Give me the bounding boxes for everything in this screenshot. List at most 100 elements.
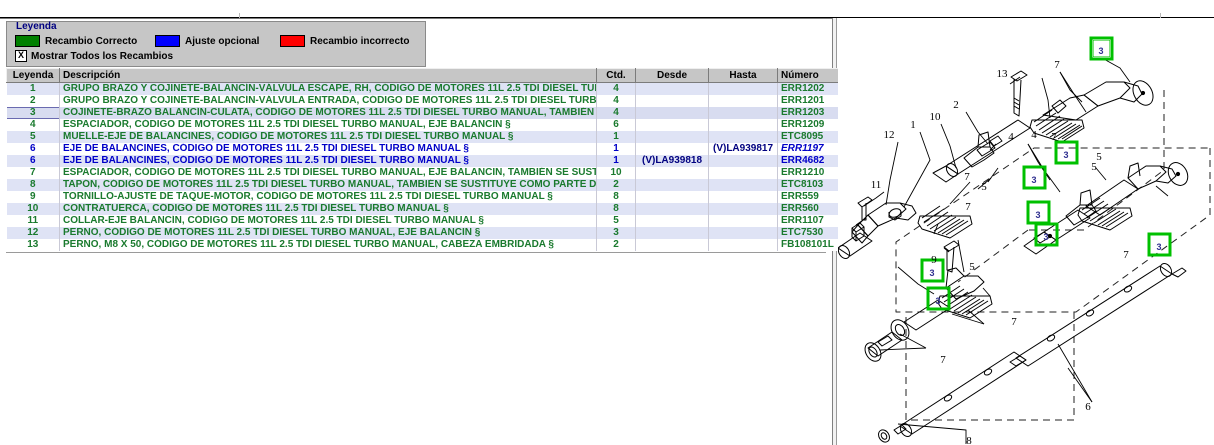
callout-7[interactable]: 7 [1051, 131, 1057, 143]
callout-7[interactable]: 7 [940, 354, 946, 366]
show-all-parts-checkbox[interactable]: X Mostrar Todos los Recambios [15, 50, 173, 62]
cell-hasta: (V)LA939817 [708, 143, 778, 155]
checkbox-mark-icon[interactable]: X [15, 50, 27, 62]
cell-legend-index: 8 [6, 179, 60, 191]
callout-7[interactable]: 7 [964, 171, 970, 183]
callout-9[interactable]: 9 [931, 254, 937, 266]
rocker-shaft-middle [932, 119, 1031, 183]
cell-quantity: 1 [596, 155, 636, 167]
table-row[interactable]: 10 CONTRATUERCA, CÓDIGO DE MOTORES 11L 2.… [6, 203, 869, 215]
cell-quantity: 2 [596, 239, 636, 251]
cell-hasta [708, 179, 778, 191]
callout-2[interactable]: 2 [953, 99, 959, 111]
cell-description: ESPACIADOR, CÓDIGO DE MOTORES 11L 2.5 TD… [59, 119, 597, 131]
col-header-descripcion[interactable]: Descripción [59, 68, 597, 83]
callout-3[interactable]: 3 [929, 268, 934, 278]
callout-1[interactable]: 1 [910, 119, 916, 131]
callout-3[interactable]: 3 [1031, 175, 1036, 185]
cell-hasta [708, 203, 778, 215]
callout-7[interactable]: 7 [1011, 316, 1017, 328]
cell-legend-index: 5 [6, 131, 60, 143]
grid-bottom-rule [6, 252, 826, 253]
cell-desde: (V)LA939818 [635, 155, 709, 167]
parts-grid[interactable]: Leyenda Descripción Ctd. Desde Hasta Núm… [6, 68, 869, 251]
cell-desde [635, 227, 709, 239]
cell-desde [635, 191, 709, 203]
cell-hasta [708, 119, 778, 131]
callout-3[interactable]: 3 [1043, 232, 1048, 242]
cell-quantity: 8 [596, 191, 636, 203]
callout-5[interactable]: 5 [1096, 151, 1102, 163]
callout-8[interactable]: 8 [966, 435, 972, 444]
cell-legend-index: 4 [6, 119, 60, 131]
table-row[interactable]: 9 TORNILLO-AJUSTE DE TAQUE-MOTOR, CÓDIGO … [6, 191, 869, 203]
cell-quantity: 8 [596, 203, 636, 215]
table-row[interactable]: 6 EJE DE BALANCINES, CÓDIGO DE MOTORES 11… [6, 155, 869, 167]
show-all-parts-label: Mostrar Todos los Recambios [31, 50, 174, 62]
table-row[interactable]: 2 GRUPO BRAZO Y COJINETE-BALANCÍN-VÁLVULA… [6, 95, 869, 107]
callout-3[interactable]: 3 [1156, 242, 1161, 252]
highlighted-callout-boxes [920, 36, 1172, 311]
table-row[interactable]: 7 ESPACIADOR, CÓDIGO DE MOTORES 11L 2.5 T… [6, 167, 869, 179]
cell-legend-index: 7 [6, 167, 60, 179]
rocker-group-left [838, 196, 973, 260]
callout-6[interactable]: 6 [1085, 401, 1091, 413]
window-top-rule-shadow [0, 18, 832, 19]
col-header-ctd[interactable]: Ctd. [596, 68, 636, 83]
parts-table-header: Leyenda Descripción Ctd. Desde Hasta Núm… [6, 68, 869, 83]
long-shaft-bottom [878, 262, 1187, 443]
callout-12[interactable]: 12 [884, 129, 895, 141]
cell-legend-index: 12 [6, 227, 60, 239]
callout-13[interactable]: 13 [997, 68, 1009, 80]
col-header-legend[interactable]: Leyenda [6, 68, 60, 83]
table-row[interactable]: 13 PERNO, M8 X 50, CÓDIGO DE MOTORES 11L … [6, 239, 869, 251]
cell-description: COJINETE-BRAZO BALANCÍN-CULATA, CÓDIGO D… [59, 107, 597, 119]
cell-description: EJE DE BALANCINES, CÓDIGO DE MOTORES 11L… [59, 143, 597, 155]
cell-hasta [708, 227, 778, 239]
leader-lines [855, 57, 1169, 444]
callout-3[interactable]: 3 [1063, 150, 1068, 160]
table-row[interactable]: 11 COLLAR-EJE BALANCÍN, CÓDIGO DE MOTORES… [6, 215, 869, 227]
callout-11[interactable]: 11 [871, 179, 882, 191]
callout-3[interactable]: 3 [1035, 210, 1040, 220]
legend-swatch-row: Recambio Correcto Ajuste opcional Recamb… [15, 35, 419, 48]
cell-desde [635, 167, 709, 179]
table-row[interactable]: 1 GRUPO BRAZO Y COJINETE-BALANCÍN-VÁLVULA… [6, 82, 869, 95]
coil-spring-upper [1029, 109, 1085, 143]
cell-quantity: 4 [596, 107, 636, 119]
coil-spring-left [917, 205, 973, 239]
table-row[interactable]: 5 MUELLE-EJE DE BALANCINES, CÓDIGO DE MOT… [6, 131, 869, 143]
callout-4[interactable]: 4 [1031, 129, 1037, 141]
parts-diagram[interactable]: 13 4 7 7 5 2 10 1 12 11 5 7 7 9 5 7 4 5 7 7 6 8 3 3 3 3 3 3 3 3 [838, 20, 1212, 444]
table-row[interactable]: 12 PERNO, CÓDIGO DE MOTORES 11L 2.5 TDI D… [6, 227, 869, 239]
callout-10[interactable]: 10 [930, 111, 942, 123]
table-row[interactable]: 3 COJINETE-BRAZO BALANCÍN-CULATA, CÓDIGO … [6, 107, 869, 119]
legend-item-correct: Recambio Correcto [15, 35, 137, 47]
callout-3[interactable]: 3 [935, 296, 940, 306]
legend-panel: Leyenda Recambio Correcto Ajuste opciona… [6, 21, 426, 67]
col-header-desde[interactable]: Desde [635, 68, 709, 83]
bolt-9 [943, 240, 960, 273]
cell-quantity: 4 [596, 95, 636, 107]
callout-5[interactable]: 5 [969, 261, 975, 273]
cell-legend-index: 6 [6, 155, 60, 167]
cell-desde [635, 95, 709, 107]
cell-desde [635, 119, 709, 131]
rocker-group-lower-right [1023, 162, 1189, 255]
table-row[interactable]: 6 EJE DE BALANCINES, CÓDIGO DE MOTORES 11… [6, 143, 869, 155]
callout-3[interactable]: 3 [1098, 46, 1103, 56]
cell-description: PERNO, CÓDIGO DE MOTORES 11L 2.5 TDI DIE… [59, 227, 597, 239]
callout-5[interactable]: 5 [1091, 161, 1097, 173]
cell-description: GRUPO BRAZO Y COJINETE-BALANCÍN-VÁLVULA … [59, 95, 597, 107]
cell-hasta [708, 215, 778, 227]
table-row[interactable]: 8 TAPÓN, CÓDIGO DE MOTORES 11L 2.5 TDI DI… [6, 179, 869, 191]
callout-7[interactable]: 7 [1123, 249, 1129, 261]
callout-7[interactable]: 7 [965, 201, 971, 213]
callout-7[interactable]: 7 [1054, 59, 1060, 71]
callout-5[interactable]: 5 [981, 181, 987, 193]
callout-4[interactable]: 4 [1008, 131, 1014, 143]
col-header-hasta[interactable]: Hasta [708, 68, 778, 83]
table-row[interactable]: 4 ESPACIADOR, CÓDIGO DE MOTORES 11L 2.5 T… [6, 119, 869, 131]
cell-quantity: 1 [596, 143, 636, 155]
